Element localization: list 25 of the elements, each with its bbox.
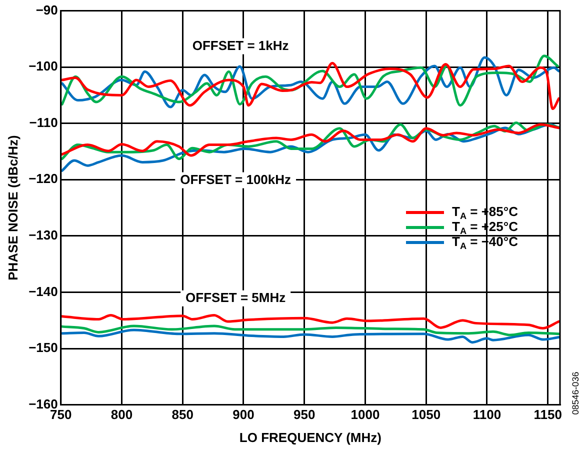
x-tick-label: 1150 (534, 407, 562, 422)
y-tick-label: −160 (28, 396, 58, 412)
y-tick-label: −110 (29, 114, 58, 130)
y-tick-label: −100 (28, 58, 58, 74)
x-tick-label: 900 (232, 407, 254, 422)
x-tick-label: 850 (172, 407, 194, 422)
y-tick-label: −130 (28, 228, 58, 243)
x-tick-label: 1100 (472, 407, 502, 422)
annotation: OFFSET = 1kHz (192, 38, 290, 53)
annotation: OFFSET = 100kHz (180, 172, 292, 187)
x-axis-title: LO FREQUENCY (MHz) (239, 430, 382, 445)
y-tick-label: −140 (28, 284, 58, 299)
x-tick-label: 800 (110, 407, 133, 422)
annotation: OFFSET = 5MHz (186, 290, 286, 305)
y-tick-label: −90 (36, 2, 58, 18)
y-tick-label: −120 (28, 171, 58, 186)
text: 08546-036 (570, 372, 580, 415)
y-axis-title: PHASE NOISE (dBc/Hz) (5, 135, 20, 280)
x-tick-label: 1050 (412, 407, 441, 422)
x-tick-label: 950 (294, 407, 316, 422)
x-tick-label: 1000 (350, 407, 380, 422)
line-series (60, 314, 560, 330)
line-series (60, 328, 560, 344)
y-tick-label: −150 (28, 340, 58, 356)
line-series (60, 324, 560, 336)
